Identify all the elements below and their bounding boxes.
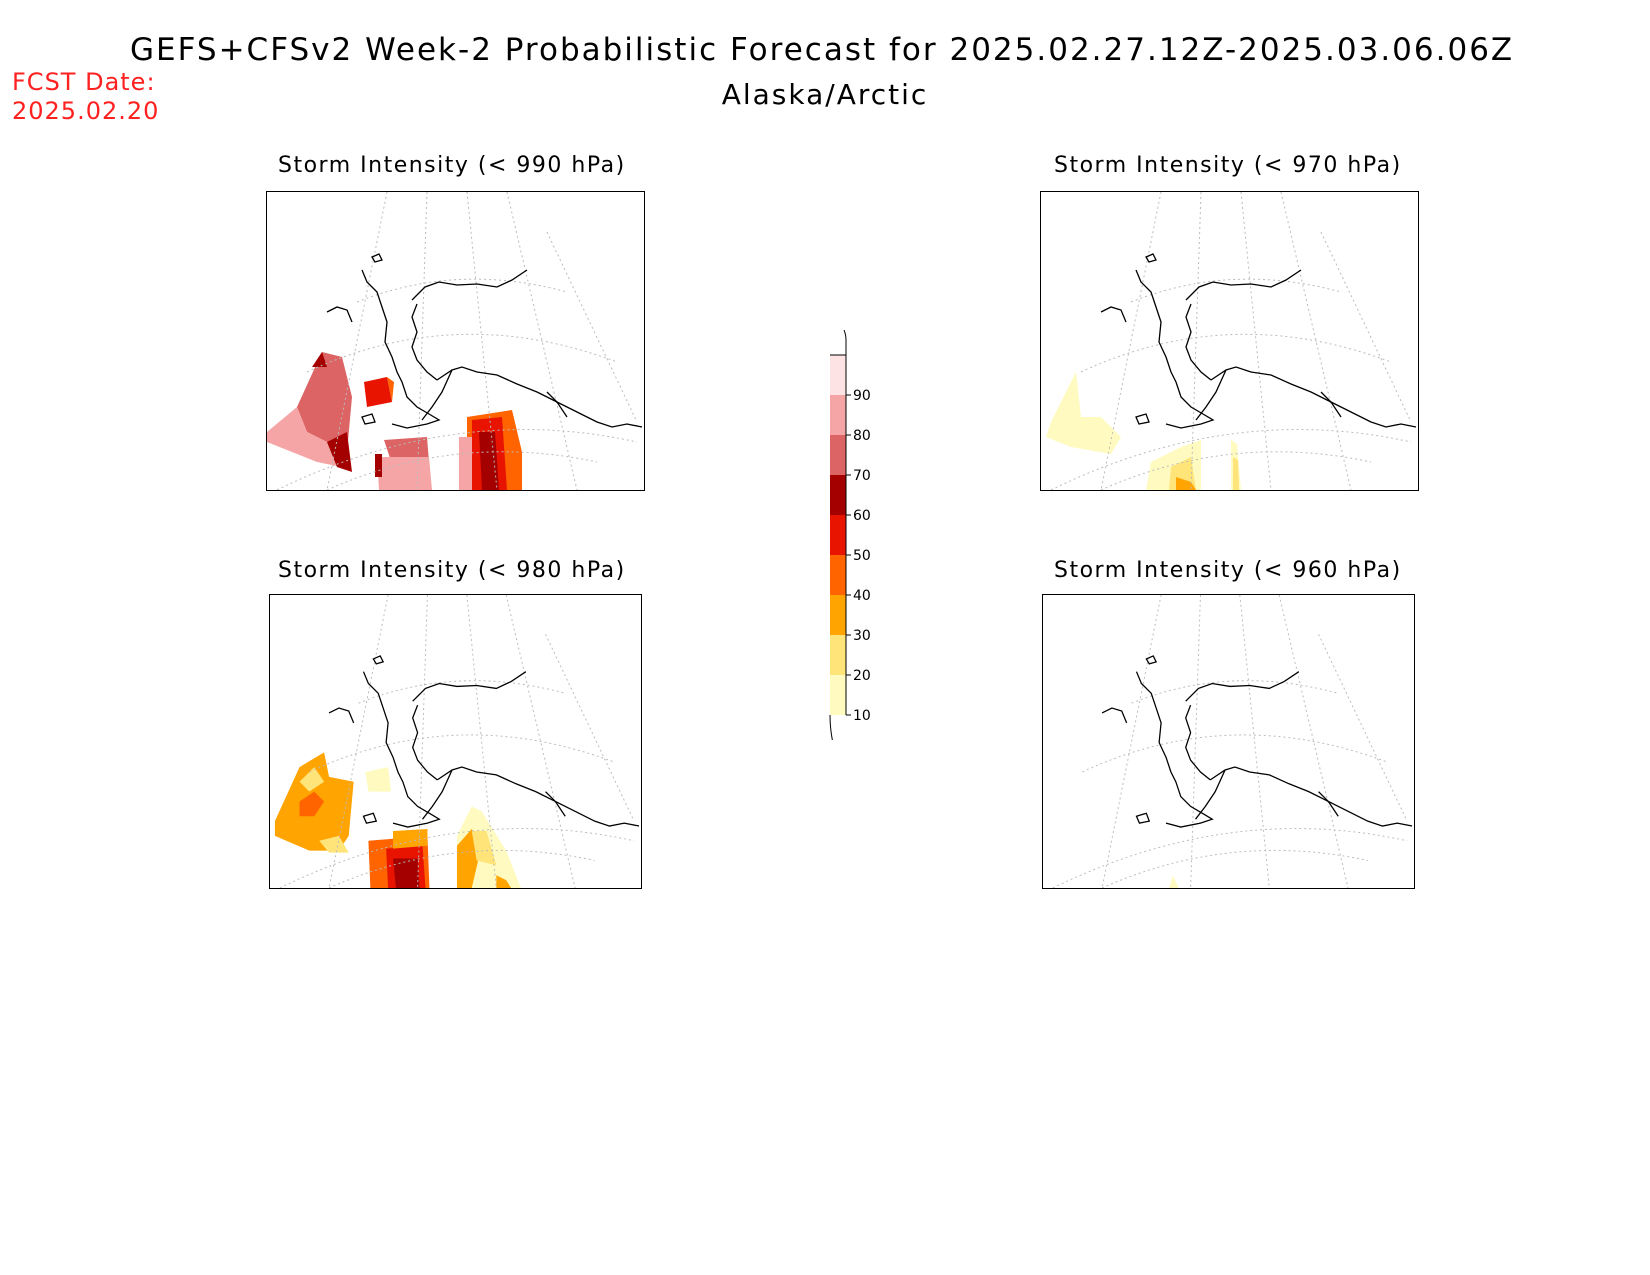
colorbar-label: 70 [853,468,871,484]
forecast-date-label: FCST Date: [12,68,156,96]
colorbar-segment [830,475,846,515]
colorbar: 10 20 30 40 50 60 70 80 90 [829,330,871,740]
graticule-980 [279,595,635,888]
forecast-date-value: 2025.02.20 [12,97,160,125]
map-svg-970 [1046,192,1417,490]
probability-shading-960 [1168,875,1179,888]
panel-title-960: Storm Intensity (< 960 hPa) [1054,558,1402,583]
colorbar-label: 10 [853,708,871,724]
colorbar-label: 80 [853,428,871,444]
colorbar-segment [830,635,846,675]
map-svg-990 [267,192,643,490]
panel-title-990: Storm Intensity (< 990 hPa) [278,153,626,178]
colorbar-segment [830,595,846,635]
coastline-980 [328,655,640,828]
colorbar-segment [830,675,846,715]
map-panel-980 [269,594,642,889]
colorbar-bottom-cap [829,714,833,740]
colorbar-label: 30 [853,628,871,644]
map-panel-960 [1042,594,1415,889]
colorbar-label: 50 [853,548,871,564]
graticule-960 [1052,595,1408,888]
probability-shading-990 [267,352,522,490]
colorbar-segment [830,515,846,555]
map-svg-960 [1052,595,1413,888]
map-panel-990 [266,191,645,491]
probability-shading-970 [1046,372,1241,490]
coastline-960 [1101,655,1413,828]
colorbar-segment [830,355,846,395]
colorbar-label: 90 [853,388,871,404]
colorbar-top-cap [830,330,847,356]
graticule-990 [276,192,638,490]
colorbar-label: 60 [853,508,871,524]
map-svg-980 [274,595,640,888]
map-panel-970 [1040,191,1419,491]
probability-shading-980 [274,752,521,888]
colorbar-segment [830,555,846,595]
forecast-date-block: FCST Date: 2025.02.20 [12,68,159,126]
colorbar-label: 20 [853,668,871,684]
colorbar-label: 40 [853,588,871,604]
coastline-970 [1100,253,1417,429]
main-title: GEFS+CFSv2 Week-2 Probabilistic Forecast… [130,32,1515,68]
panel-title-980: Storm Intensity (< 980 hPa) [278,558,626,583]
graticule-970 [1050,192,1412,490]
region-subtitle: Alaska/Arctic [721,78,929,111]
panel-title-970: Storm Intensity (< 970 hPa) [1054,153,1402,178]
colorbar-segment [830,395,846,435]
coastline-990 [326,253,643,429]
colorbar-segment [830,435,846,475]
